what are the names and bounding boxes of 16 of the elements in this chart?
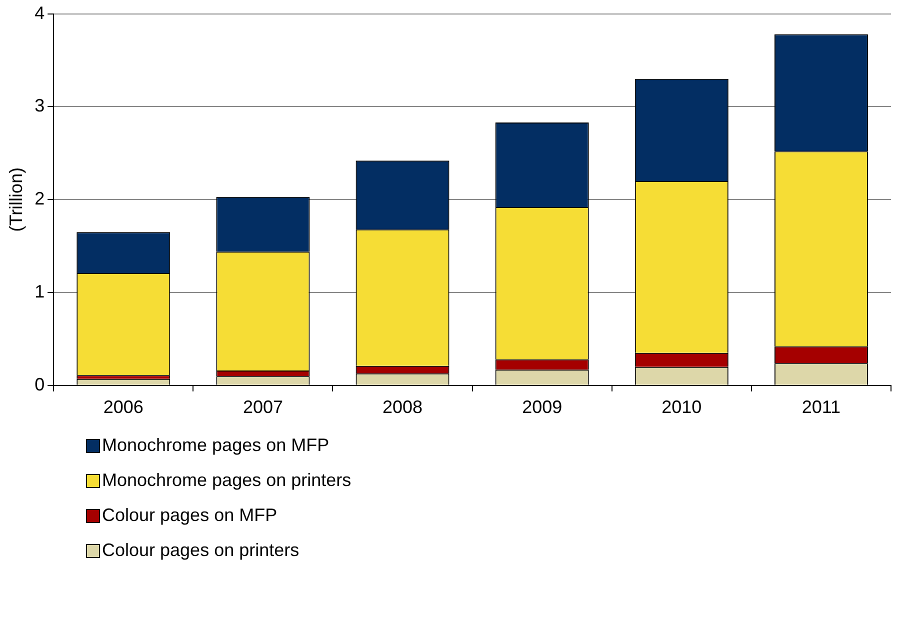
y-tick-label: 3	[34, 96, 45, 116]
x-tick-label: 2008	[382, 397, 423, 418]
x-tick-label: 2009	[522, 397, 562, 418]
legend-label: Monochrome pages on MFP	[102, 435, 330, 456]
x-tick-label: 2011	[802, 397, 841, 418]
legend-label: Colour pages on printers	[102, 540, 300, 561]
x-tick-label: 2006	[103, 397, 144, 418]
y-tick-label: 2	[34, 188, 45, 209]
legend-label: Colour pages on MFP	[102, 505, 278, 526]
x-tick-label: 2010	[662, 397, 702, 418]
y-axis-title: (Trillion)	[6, 167, 26, 232]
legend-label: Monochrome pages on printers	[102, 470, 352, 491]
y-tick-label: 0	[34, 374, 45, 394]
y-tick-label: 1	[34, 281, 45, 302]
y-tick-label: 4	[34, 2, 45, 23]
x-tick-label: 2007	[242, 397, 283, 418]
